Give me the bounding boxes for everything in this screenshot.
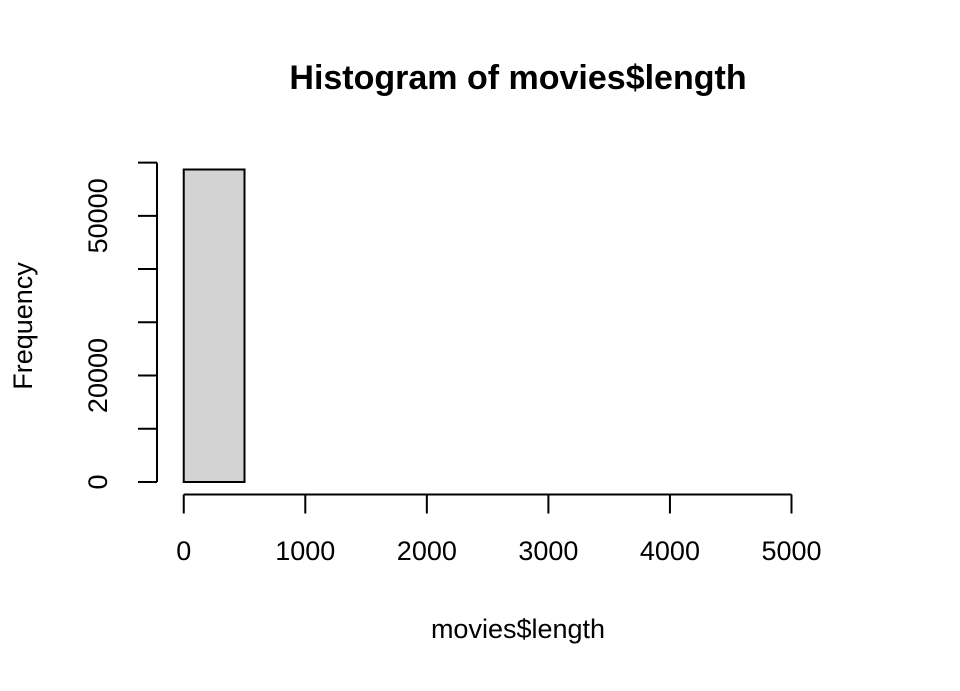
x-tick-label: 3000 bbox=[518, 536, 578, 566]
y-axis-label: Frequency bbox=[8, 262, 38, 390]
x-tick-label: 4000 bbox=[640, 536, 700, 566]
x-axis-label: movies$length bbox=[431, 614, 605, 644]
x-tick-label: 2000 bbox=[397, 536, 457, 566]
y-tick-label: 20000 bbox=[83, 338, 113, 413]
x-tick-label: 5000 bbox=[761, 536, 821, 566]
y-tick-label: 50000 bbox=[83, 178, 113, 253]
chart-title: Histogram of movies$length bbox=[289, 59, 746, 97]
x-tick-label: 1000 bbox=[275, 536, 335, 566]
y-tick-label: 0 bbox=[83, 474, 113, 489]
bar bbox=[182, 168, 246, 483]
x-tick-label: 0 bbox=[176, 536, 191, 566]
